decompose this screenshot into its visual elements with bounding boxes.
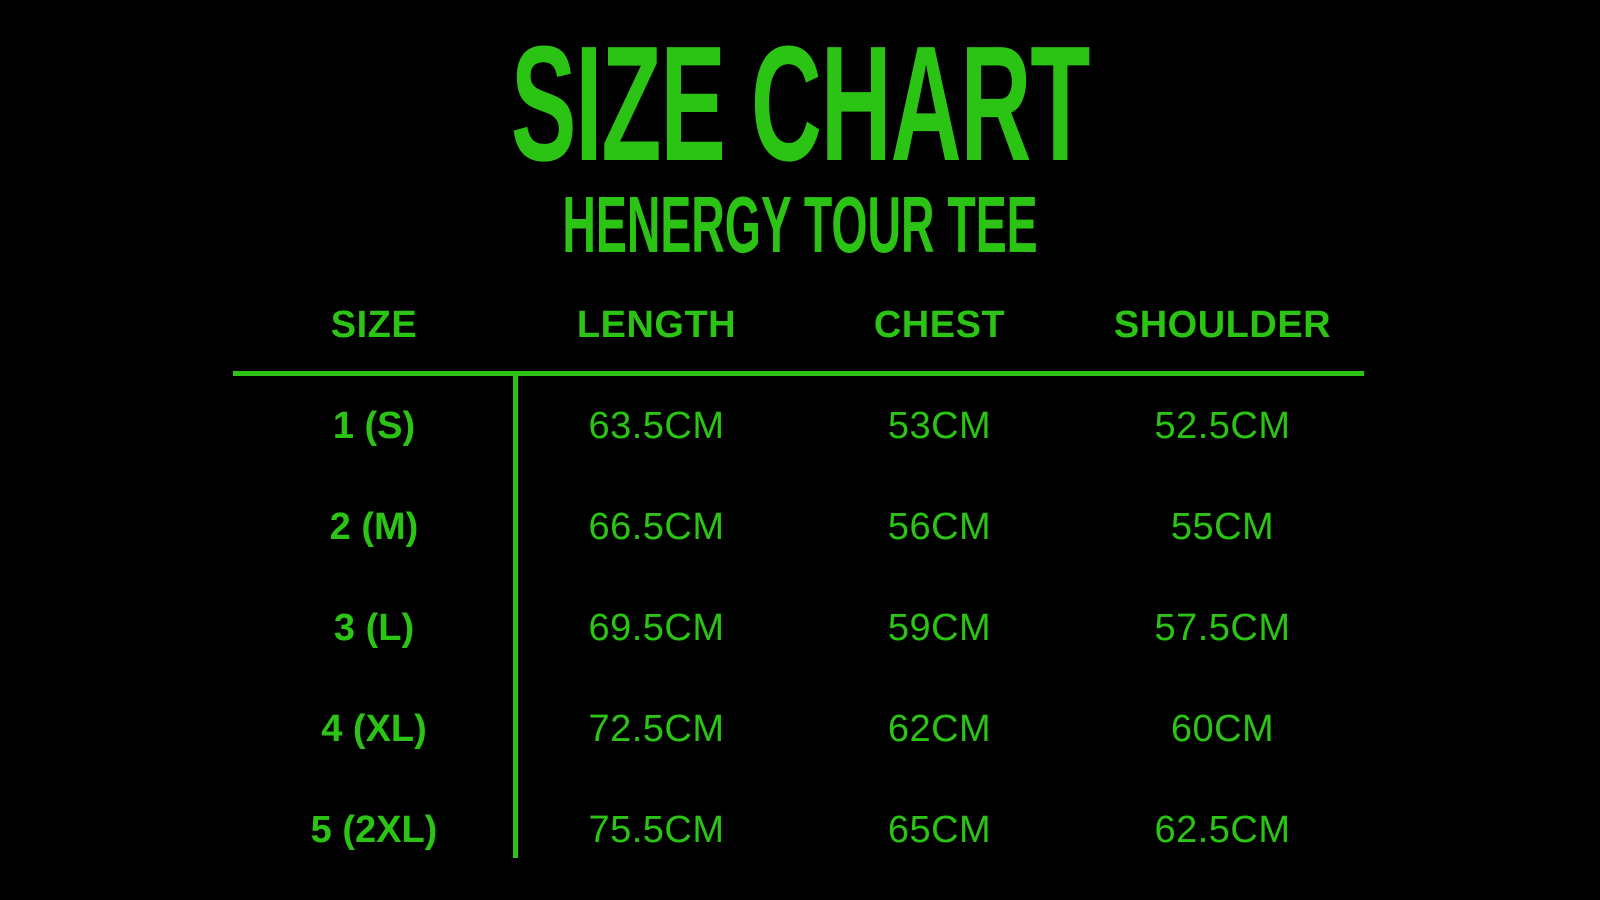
column-header-shoulder: SHOULDER	[1113, 304, 1332, 346]
size-table: SIZE LENGTH CHEST SHOULDER 1 (S) 63.5CM …	[233, 280, 1364, 881]
column-header-size: SIZE	[330, 304, 418, 346]
chest-cell: 53CM	[887, 405, 992, 447]
column-header-length: LENGTH	[576, 304, 737, 346]
shoulder-cell: 55CM	[1170, 506, 1275, 548]
size-cell: 4 (XL)	[321, 708, 427, 750]
shoulder-cell: 60CM	[1170, 708, 1275, 750]
length-cell: 69.5CM	[588, 607, 725, 649]
page-subtitle: HENERGY TOUR TEE	[562, 180, 1038, 269]
table-header-row: SIZE LENGTH CHEST SHOULDER	[233, 280, 1364, 371]
chest-cell: 65CM	[887, 809, 992, 851]
table-row: 3 (L) 69.5CM 59CM 57.5CM	[233, 578, 1364, 679]
column-header-chest: CHEST	[873, 304, 1006, 346]
shoulder-cell: 57.5CM	[1154, 607, 1291, 649]
table-row: 5 (2XL) 75.5CM 65CM 62.5CM	[233, 780, 1364, 881]
table-row: 4 (XL) 72.5CM 62CM 60CM	[233, 679, 1364, 780]
size-column-divider	[513, 371, 518, 858]
shoulder-cell: 62.5CM	[1154, 809, 1291, 851]
chest-cell: 56CM	[887, 506, 992, 548]
size-cell: 5 (2XL)	[310, 809, 438, 851]
length-cell: 75.5CM	[588, 809, 725, 851]
header-rule	[233, 371, 1364, 376]
shoulder-cell: 52.5CM	[1154, 405, 1291, 447]
length-cell: 63.5CM	[588, 405, 725, 447]
size-cell: 2 (M)	[329, 506, 419, 548]
size-cell: 3 (L)	[333, 607, 415, 649]
chest-cell: 59CM	[887, 607, 992, 649]
length-cell: 66.5CM	[588, 506, 725, 548]
chest-cell: 62CM	[887, 708, 992, 750]
table-row: 1 (S) 63.5CM 53CM 52.5CM	[233, 376, 1364, 477]
page-title: SIZE CHART	[510, 12, 1091, 195]
table-row: 2 (M) 66.5CM 56CM 55CM	[233, 477, 1364, 578]
size-cell: 1 (S)	[332, 405, 416, 447]
length-cell: 72.5CM	[588, 708, 725, 750]
